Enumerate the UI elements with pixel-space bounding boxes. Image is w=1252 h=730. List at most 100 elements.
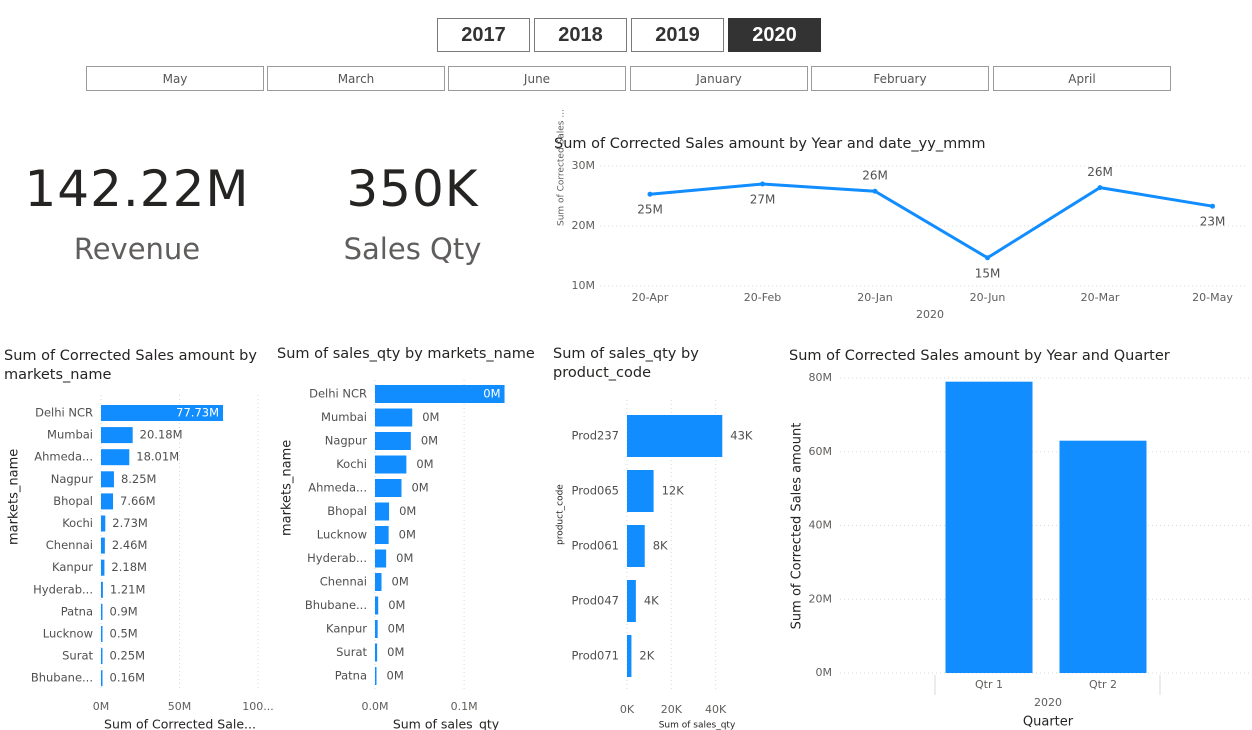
markets-sales-chart-data-label: 2.73M	[112, 516, 148, 530]
line-chart-x-tick: 20-Jun	[970, 291, 1006, 304]
product-qty-chart-bar	[627, 580, 636, 622]
markets-qty-chart-data-label: 0M	[396, 551, 413, 565]
markets-sales-chart-bar	[101, 427, 133, 444]
quarter-chart-x-group-label: 2020	[1034, 696, 1062, 709]
markets-qty-chart-bar	[375, 385, 505, 403]
month-button-may[interactable]: May	[86, 66, 264, 91]
markets-sales-chart-x-axis-label: Sum of Corrected Sale...	[104, 717, 256, 730]
year-button-2020[interactable]: 2020	[728, 18, 821, 52]
line-chart-data-label: 23M	[1200, 215, 1226, 229]
markets-qty-chart-bar	[375, 549, 387, 568]
markets-sales-chart-data-label: 20.18M	[140, 428, 183, 442]
markets-sales-chart-category-label: Lucknow	[43, 627, 93, 641]
product-qty-chart-data-label: 4K	[644, 594, 659, 608]
year-button-2018[interactable]: 2018	[534, 18, 627, 52]
month-button-march[interactable]: March	[267, 66, 445, 91]
markets-qty-chart-category-label: Mumbai	[321, 410, 367, 424]
line-chart-x-tick: 20-Apr	[632, 291, 669, 304]
line-chart-point	[1097, 185, 1103, 191]
revenue-value: 142.22M	[24, 160, 250, 218]
markets-sales-chart-y-axis-label: markets_name	[7, 449, 22, 545]
markets-sales-chart-bar	[101, 648, 103, 665]
markets-qty-chart-category-label: Bhopal	[327, 504, 367, 518]
quarter-chart-title: Sum of Corrected Sales amount by Year an…	[789, 348, 1170, 364]
line-chart-point	[1210, 203, 1215, 209]
markets-sales-chart-data-label: 0.5M	[110, 627, 138, 641]
markets-sales-chart-bar	[101, 493, 114, 510]
markets-sales-chart-bar	[101, 515, 106, 532]
markets-sales-chart-bar	[101, 449, 130, 466]
quarter-chart-y-tick: 0M	[816, 666, 833, 679]
markets-qty-chart-data-label: 0M	[411, 481, 428, 495]
markets-qty-chart-x-tick: 0.0M	[362, 700, 389, 713]
line-chart-point	[760, 181, 765, 187]
markets-sales-chart-bar	[101, 603, 103, 620]
markets-sales-chart-category-label: Ahmeda...	[34, 450, 93, 464]
markets-sales-chart-bar	[101, 537, 105, 554]
line-chart-point	[872, 188, 878, 194]
line-chart-y-axis-label: Sum of Corrected Sales ...	[557, 109, 567, 226]
markets-qty-chart-data-label: 0M	[392, 575, 409, 589]
markets-qty-chart-data-label: 0M	[483, 387, 500, 401]
line-chart-data-label: 25M	[637, 203, 663, 217]
line-chart-data-label: 26M	[1087, 165, 1113, 179]
year-button-2017[interactable]: 2017	[437, 18, 530, 52]
markets-sales-chart-bar	[101, 581, 103, 598]
line-chart-x-tick: 20-May	[1192, 291, 1233, 304]
markets-qty-chart-category-label: Ahmeda...	[308, 481, 367, 495]
markets-qty-chart-data-label: 0M	[416, 457, 433, 471]
product-qty-chart-x-axis-label: Sum of sales_qty	[659, 721, 736, 730]
markets-sales-chart-data-label: 0.16M	[110, 671, 146, 685]
markets-sales-chart-data-label: 1.21M	[110, 582, 146, 596]
markets-qty-chart-bar	[375, 620, 378, 638]
product-qty-chart-bar	[627, 415, 723, 457]
markets-sales-chart-data-label: 2.18M	[111, 560, 147, 574]
markets-qty-chart-category-label: Patna	[335, 669, 367, 683]
line-chart-data-label: 15M	[975, 266, 1001, 280]
product-qty-chart-x-tick: 40K	[705, 703, 727, 716]
markets-sales-chart-bar	[101, 559, 105, 576]
year-button-2019[interactable]: 2019	[631, 18, 724, 52]
product-qty-chart-bar	[627, 525, 645, 567]
markets-sales-chart-category-label: Nagpur	[51, 472, 94, 486]
product-qty-chart-bar	[627, 470, 654, 512]
markets-sales-chart-title: Sum of Corrected Sales amount by markets…	[4, 348, 257, 383]
month-button-february[interactable]: February	[811, 66, 989, 91]
markets-qty-chart-y-axis-label: markets_name	[280, 440, 295, 536]
line-chart-data-label: 26M	[862, 169, 888, 183]
markets-sales-chart-category-label: Surat	[62, 649, 93, 663]
markets-qty-chart-bar	[375, 526, 389, 544]
markets-sales-chart-category-label: Kanpur	[52, 560, 93, 574]
month-button-january[interactable]: January	[630, 66, 808, 91]
quarter-chart-y-tick: 60M	[809, 445, 833, 458]
line-chart-y-tick: 10M	[572, 279, 596, 292]
product-qty-chart-title: Sum of sales_qty by product_code	[553, 346, 699, 381]
quarter-chart-bar	[945, 381, 1033, 673]
sales-qty-value: 350K	[346, 160, 479, 218]
markets-qty-chart-category-label: Surat	[336, 645, 367, 659]
line-chart-point	[985, 255, 990, 261]
markets-sales-chart-x-tick: 50M	[168, 700, 192, 713]
product-qty-chart-data-label: 8K	[653, 539, 668, 553]
product-qty-chart-bar	[627, 635, 632, 677]
month-button-june[interactable]: June	[448, 66, 626, 91]
month-button-april[interactable]: April	[993, 66, 1171, 91]
quarter-chart-y-tick: 20M	[809, 592, 833, 605]
markets-qty-chart-category-label: Chennai	[320, 575, 367, 589]
line-chart-y-tick: 20M	[572, 219, 596, 232]
markets-sales-chart-category-label: Patna	[61, 604, 93, 618]
sales-qty-label: Sales Qty	[343, 232, 482, 266]
markets-sales-chart-x-tick: 100...	[242, 700, 274, 713]
markets-sales-chart-bar	[101, 405, 224, 421]
markets-qty-chart-category-label: Kanpur	[326, 622, 367, 636]
revenue-label: Revenue	[73, 232, 201, 266]
markets-qty-chart-bar	[375, 643, 378, 662]
markets-sales-chart-category-label: Mumbai	[47, 428, 93, 442]
markets-qty-chart-category-label: Lucknow	[317, 528, 367, 542]
quarter-chart-x-tick: Qtr 1	[975, 678, 1003, 691]
markets-sales-chart-data-label: 18.01M	[136, 450, 179, 464]
markets-qty-chart-bar	[375, 667, 377, 685]
markets-qty-chart-x-tick: 0.1M	[451, 700, 478, 713]
line-chart-title: Sum of Corrected Sales amount by Year an…	[554, 136, 986, 152]
